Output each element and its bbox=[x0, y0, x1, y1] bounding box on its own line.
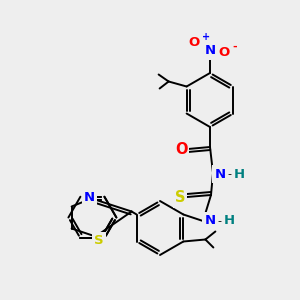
Text: +: + bbox=[202, 32, 210, 42]
Text: S: S bbox=[175, 190, 185, 206]
Text: H: H bbox=[234, 167, 245, 181]
Text: H: H bbox=[224, 214, 235, 227]
Text: O: O bbox=[188, 37, 200, 50]
Text: N: N bbox=[204, 44, 216, 58]
Text: O: O bbox=[175, 142, 187, 157]
Text: -: - bbox=[227, 169, 231, 179]
Text: N: N bbox=[214, 167, 226, 181]
Text: S: S bbox=[94, 234, 104, 247]
Text: -: - bbox=[232, 42, 237, 52]
Text: O: O bbox=[218, 46, 230, 59]
Text: N: N bbox=[84, 191, 95, 204]
Text: N: N bbox=[204, 214, 216, 227]
Text: -: - bbox=[217, 216, 221, 226]
